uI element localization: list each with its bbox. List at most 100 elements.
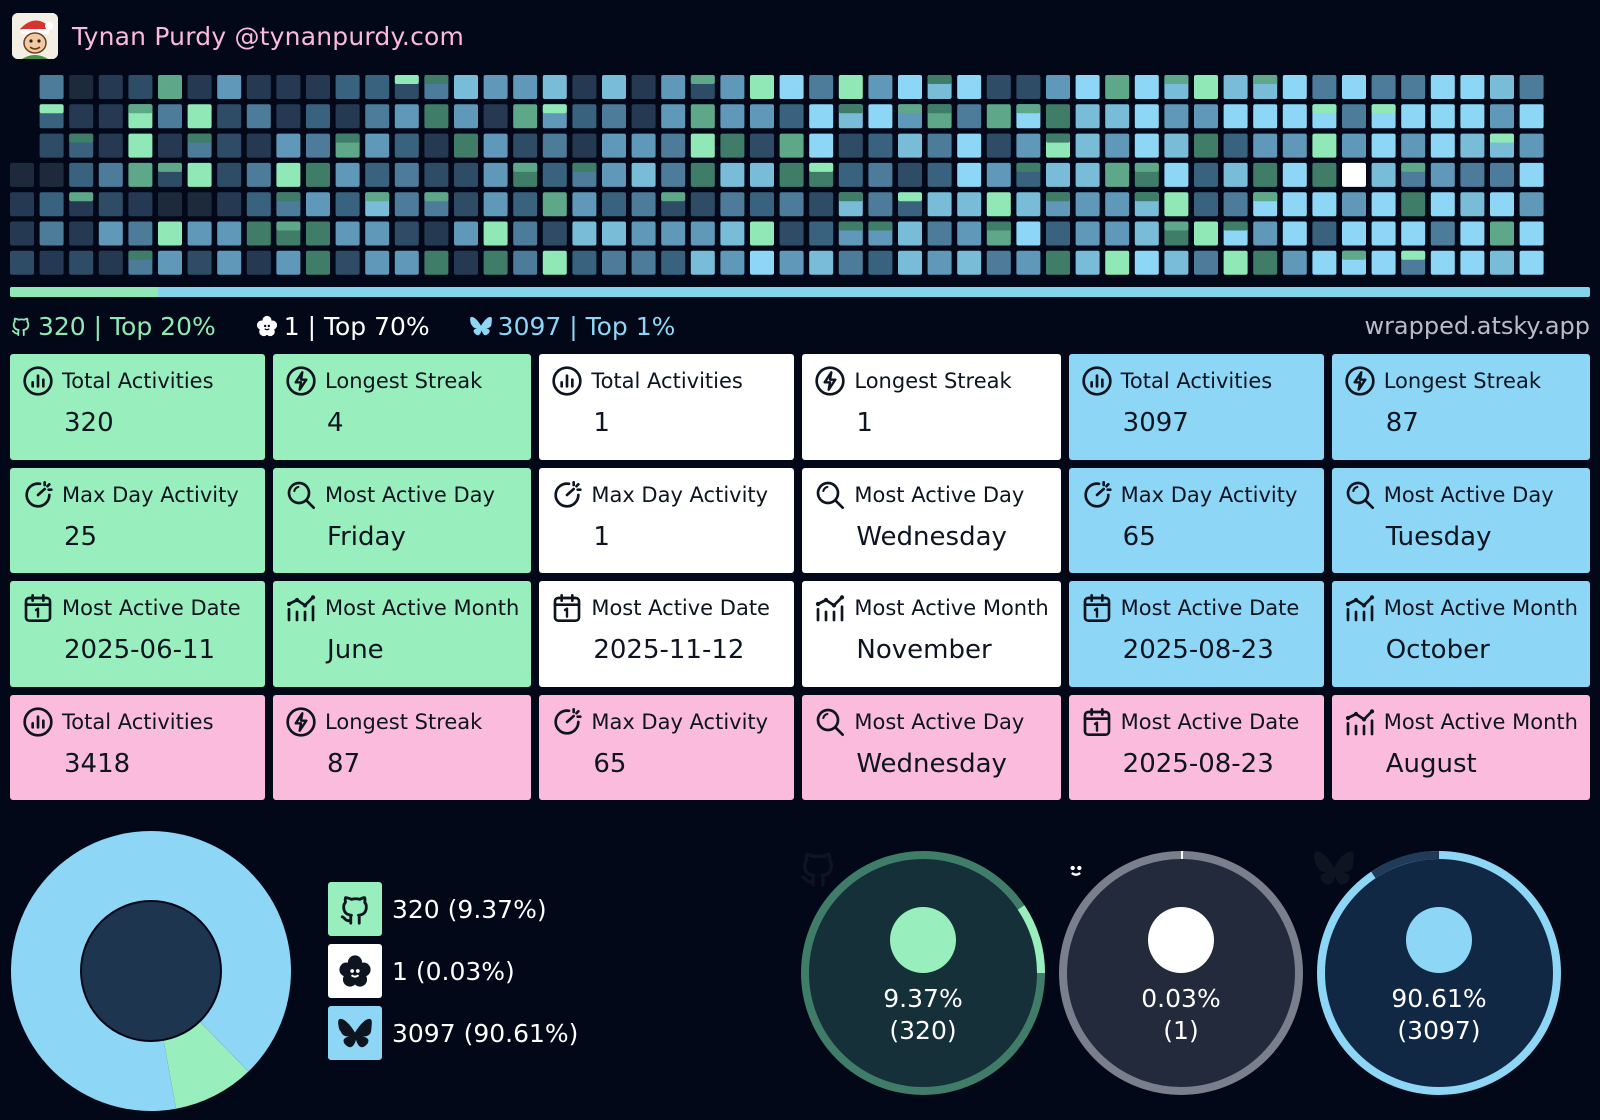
heatmap-cell [1164,133,1189,158]
heatmap-cell-github-overlay [128,250,153,260]
heatmap-cell [128,133,153,158]
stat-card-header: Most Active Day [814,707,1048,737]
heatmap-cell [661,250,686,275]
ring-progress-arc [1059,851,1303,1095]
stat-card-max-day-activity: Max Day Activity 25 [10,467,266,573]
heatmap-cell [128,221,153,246]
legend-text: 320 (9.37%) [392,894,547,924]
stat-card-header: Max Day Activity [551,707,782,737]
heatmap-cell [335,75,360,99]
stat-card-label: Longest Streak [854,369,1012,393]
trend-icon [1345,708,1374,735]
other-ring: 0.03% (1) [1056,848,1306,1098]
heatmap-cell [217,133,242,158]
bluesky-summary: 3097 | Top 1% [469,312,675,341]
heatmap-cell [986,250,1011,275]
stat-card-header: Total Activities [22,366,253,396]
heatmap-cell [1075,250,1100,275]
butterfly-icon [1314,851,1354,885]
heatmap-cell [1046,75,1070,99]
stat-card-header: Most Active Day [814,480,1048,510]
stat-card-most-active-month: Most Active Month November [802,581,1061,687]
heatmap-cell-github-overlay [1134,162,1159,172]
heatmap-cell [1253,250,1278,275]
heatmap-cell [750,250,774,275]
ring-chart [1059,851,1303,1095]
stat-card-header: Most Active Date [551,593,782,623]
heatmap-cell [1282,221,1307,246]
heatmap-cell [1490,250,1514,275]
heatmap-cell [1194,162,1218,187]
user-name[interactable]: Tynan Purdy @tynanpurdy.com [72,21,465,51]
heatmap-cell [957,162,982,187]
stat-card-label: Most Active Month [854,596,1049,620]
heatmap-cell [10,250,34,275]
heatmap-cell [898,133,922,158]
stat-card-most-active-month: Most Active Month August [1331,694,1590,800]
stat-card-value: Wednesday [856,748,1007,779]
heatmap-cell [690,162,715,187]
stat-card-total-activities: Total Activities 3418 [10,694,266,800]
heatmap-cell-github-overlay [187,133,212,143]
stat-card-label: Most Active Month [325,596,520,620]
stat-card-label: Most Active Date [591,596,770,620]
heatmap-cell [1105,104,1130,129]
site-url[interactable]: wrapped.atsky.app [1364,312,1590,340]
heatmap-cell [779,133,804,158]
heatmap-cell-github-overlay [1164,221,1189,231]
stat-card-longest-streak: Longest Streak 1 [802,354,1061,460]
stat-card-value: June [327,635,384,665]
other-summary-text: 1 | Top 70% [283,311,430,341]
heatmap-cell-github-overlay [809,162,834,172]
heatmap-cell [158,133,182,158]
heatmap-cell [1223,192,1248,217]
stat-card-longest-streak: Longest Streak 87 [273,694,532,800]
heatmap-cell [10,162,34,187]
heatmap-cell [187,192,212,217]
heatmap-cell [1105,192,1130,217]
heatmap-cell-github-overlay [1401,250,1426,260]
heatmap-cell [69,104,94,129]
stat-card-label: Most Active Day [854,709,1025,734]
heatmap-cell [158,192,182,217]
heatmap-cell [602,221,626,246]
avatar[interactable] [12,13,58,59]
heatmap-cell [394,250,419,275]
heatmap-cell [128,75,153,99]
heatmap-cell-github-overlay [69,133,94,143]
heatmap-cell [1253,221,1278,246]
heatmap-cell [957,133,982,158]
stat-card-header: Most Active Day [285,480,519,510]
heatmap-cell [1312,133,1337,158]
heatmap-cell [98,221,123,246]
legend-item: 320 (9.37%) [328,882,578,936]
heatmap-cell [365,133,390,158]
heatmap-cell [1460,75,1485,99]
stat-card-label: Longest Streak [325,709,483,734]
heatmap-cell [1460,192,1485,217]
heatmap-cell [631,250,656,275]
heatmap-cell-github-overlay [927,104,952,114]
calendar-icon [553,594,581,622]
heatmap-cell [1046,104,1070,129]
heatmap-cell [424,250,449,275]
heatmap-cell [39,133,64,158]
heatmap-cell [365,221,390,246]
heatmap-cell [1430,162,1455,187]
bar-chart-icon [552,366,582,396]
heatmap-cell [1342,104,1366,129]
activity-donut-chart [10,831,291,1111]
stat-card-value: 320 [64,408,114,438]
heatmap-cell-github-overlay [572,162,597,172]
heatmap-cell [1460,221,1485,246]
heatmap-cell [1046,221,1070,246]
heatmap-cell [542,250,567,275]
stat-card-value: 2025-08-23 [1122,635,1274,665]
heatmap-cell [542,162,567,187]
heatmap-cell [986,162,1011,187]
heatmap-cell [98,250,123,275]
heatmap-cell [1430,221,1455,246]
heatmap-cell [276,75,301,99]
stat-card-most-active-day: Most Active Day Tuesday [1331,467,1590,573]
heatmap-cell [690,250,715,275]
